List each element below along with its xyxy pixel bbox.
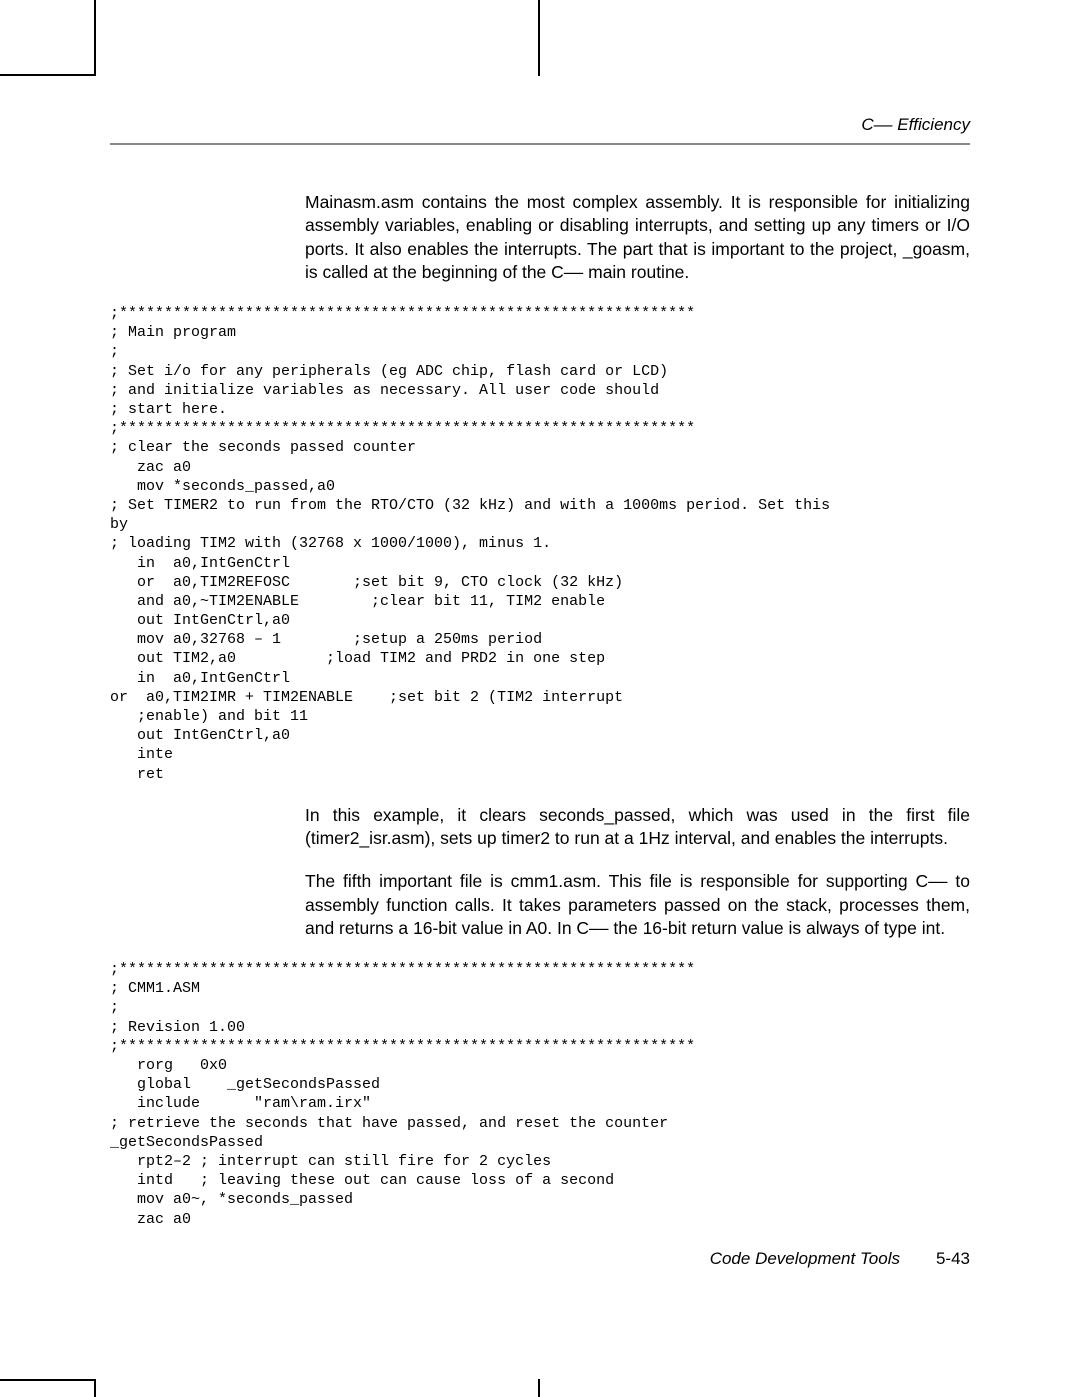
paragraph-cmm1: The fifth important file is cmm1.asm. Th… — [305, 870, 970, 940]
page-footer: Code Development Tools 5-43 — [110, 1249, 970, 1269]
section-header: C–– Efficiency — [110, 115, 970, 145]
crop-mark — [0, 74, 96, 76]
paragraph-example: In this example, it clears seconds_passe… — [305, 804, 970, 851]
crop-mark — [94, 1379, 96, 1397]
footer-page-number: 5-43 — [936, 1249, 970, 1269]
crop-mark — [538, 1379, 540, 1397]
paragraph-intro: Mainasm.asm contains the most complex as… — [305, 191, 970, 284]
page-content: C–– Efficiency Mainasm.asm contains the … — [110, 115, 970, 1269]
code-block-main-program: ;***************************************… — [110, 304, 970, 784]
crop-mark — [538, 0, 540, 76]
crop-mark — [94, 0, 96, 76]
footer-section-label: Code Development Tools — [710, 1249, 900, 1269]
crop-mark — [0, 1379, 96, 1381]
code-block-cmm1: ;***************************************… — [110, 960, 970, 1229]
